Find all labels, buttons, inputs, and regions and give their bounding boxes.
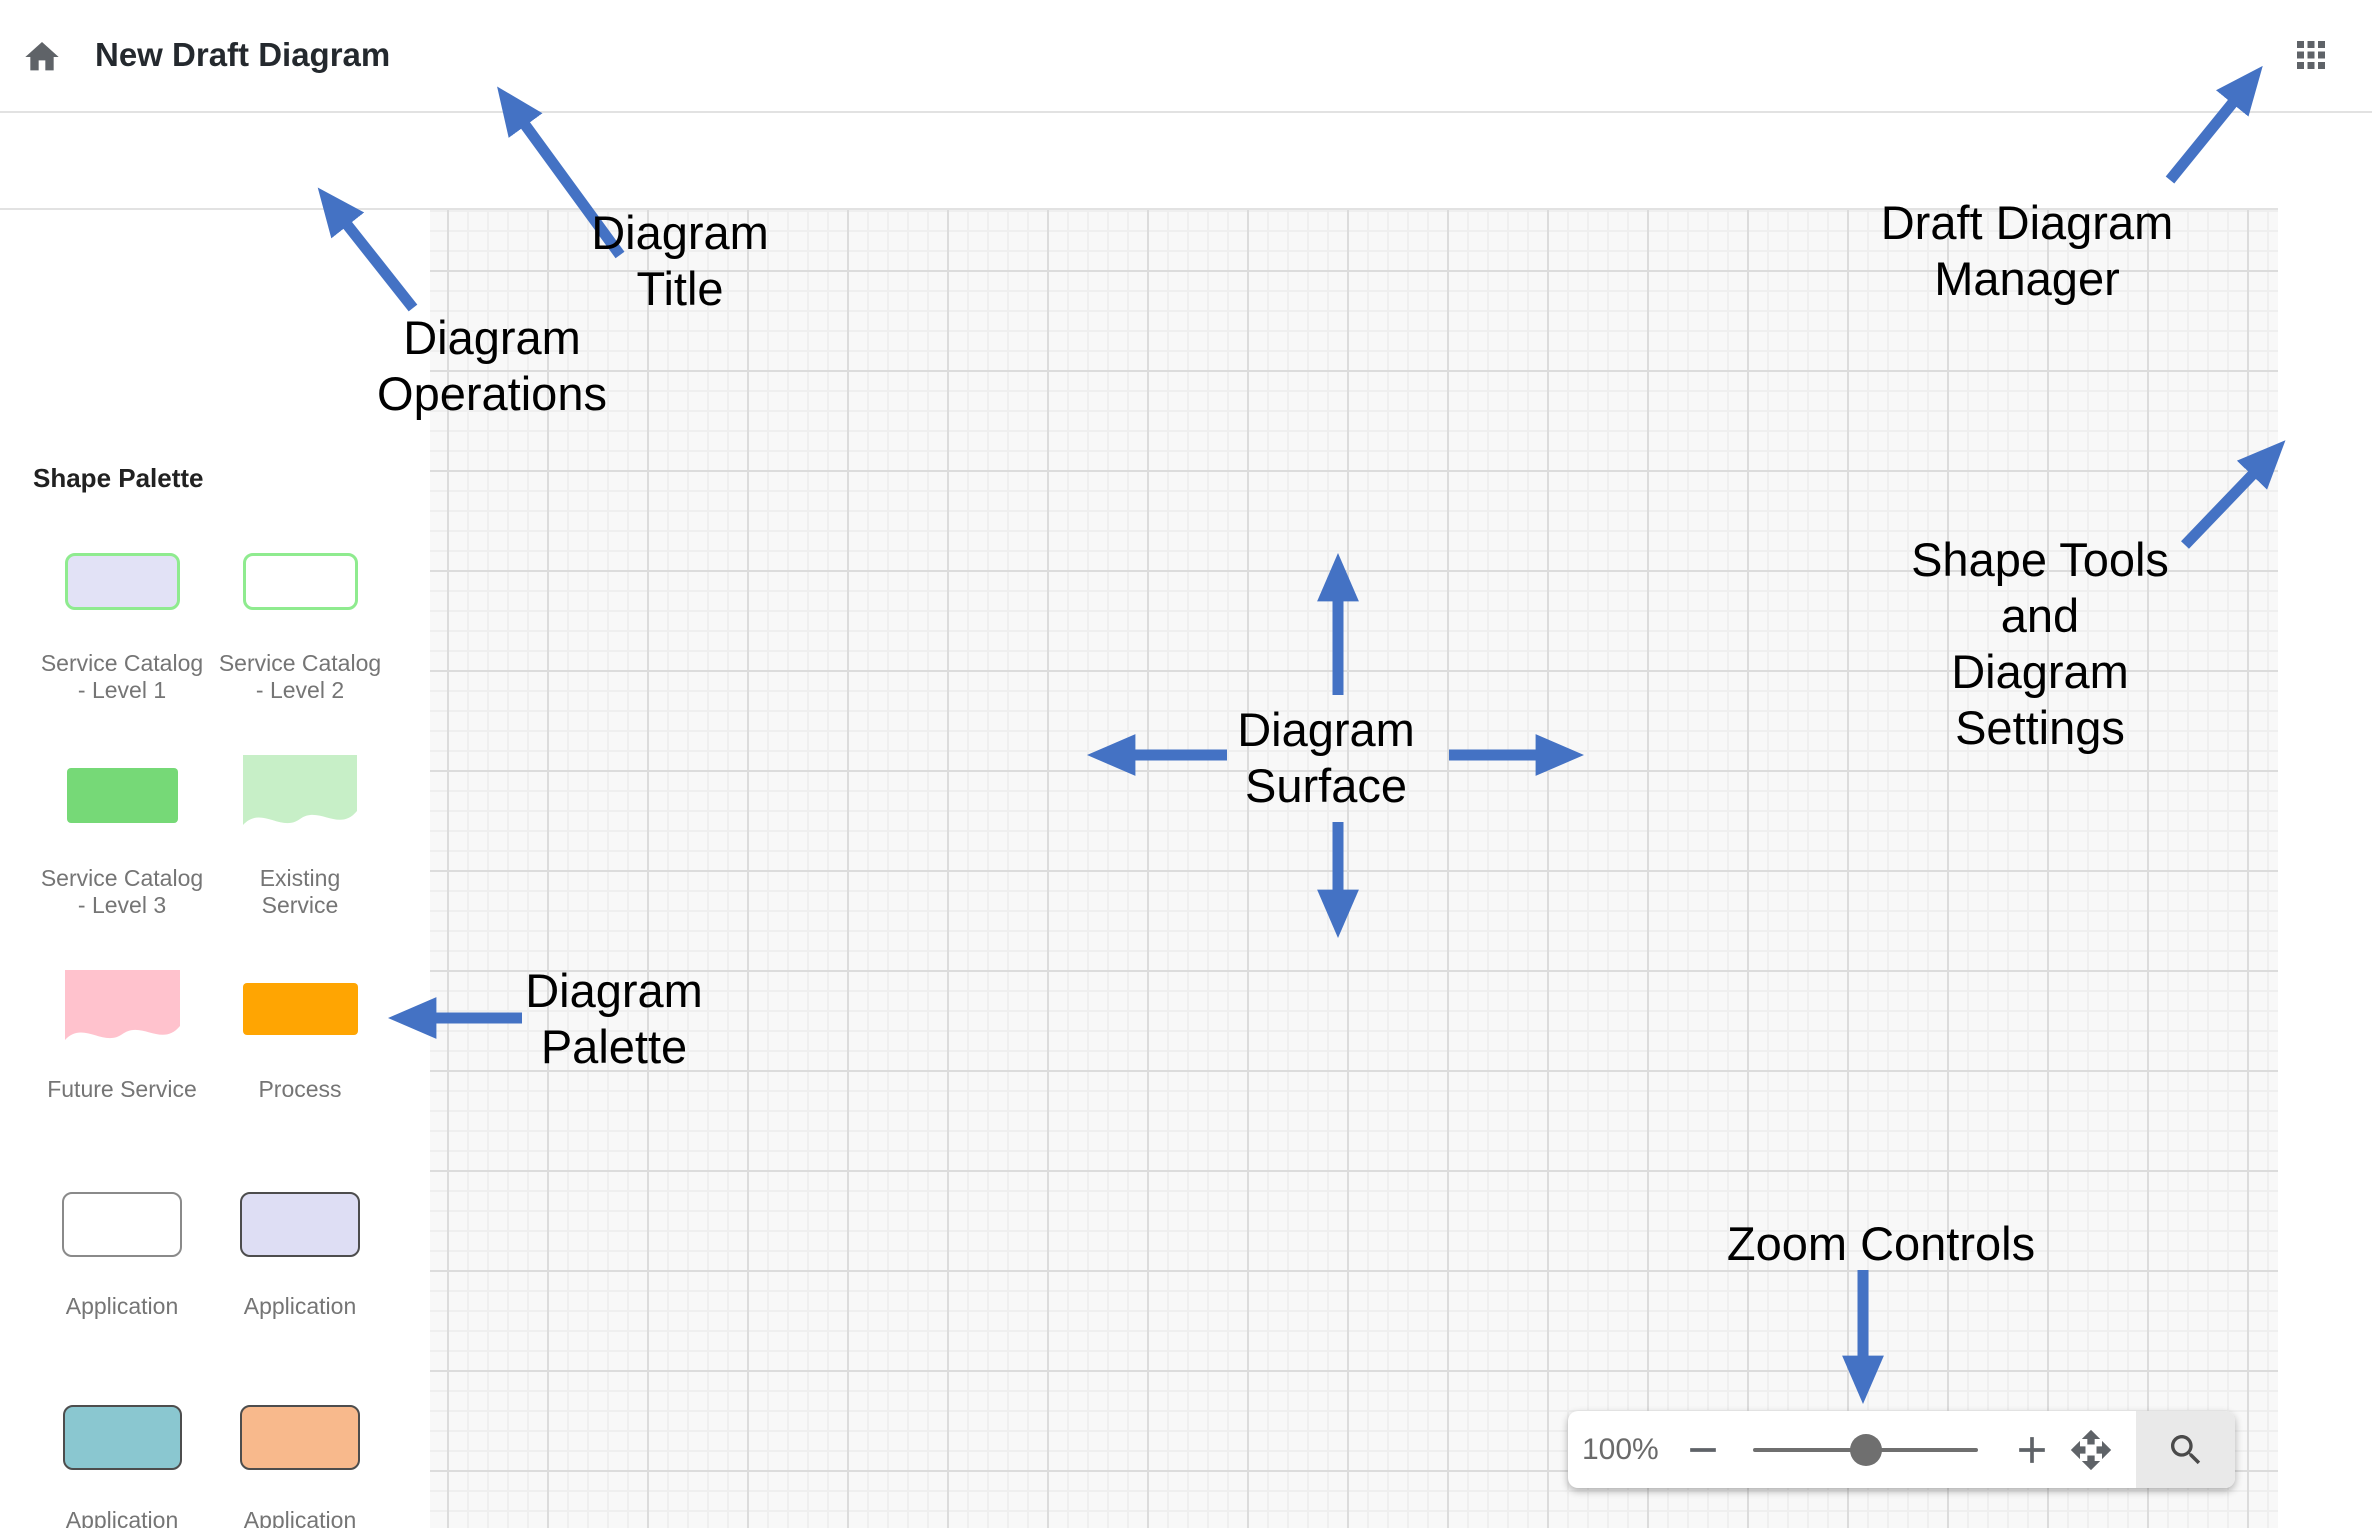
- application-shape: [240, 1192, 360, 1257]
- palette-item-application-lavender[interactable]: Application: [210, 1192, 390, 1320]
- palette-item-application-teal[interactable]: Application: [32, 1405, 212, 1528]
- service-catalog-1-shape: [64, 553, 180, 610]
- palette-item-service-catalog-3[interactable]: Service Catalog - Level 3: [32, 768, 212, 919]
- application-shape: [240, 1405, 360, 1470]
- application-shape: [62, 1405, 182, 1470]
- palette-item-label: Application: [243, 1293, 357, 1319]
- process-shape: [242, 983, 358, 1035]
- draft-diagram-manager-button[interactable]: [2290, 34, 2332, 76]
- palette-item-service-catalog-1[interactable]: Service Catalog - Level 1: [32, 553, 212, 704]
- apps-grid-icon: [2297, 41, 2325, 69]
- diagram-title-text[interactable]: New Draft Diagram: [95, 36, 391, 73]
- zoom-search-button[interactable]: [2136, 1411, 2235, 1488]
- diagram-palette: Shape Palette Service Catalog - Level 1 …: [0, 210, 430, 1528]
- palette-item-label: Process: [258, 1076, 342, 1102]
- header-bar: New Draft Diagram: [0, 0, 2372, 113]
- magnifier-icon: [2171, 1435, 2201, 1465]
- palette-item-label: Existing Service: [259, 865, 341, 918]
- palette-item-application-peach[interactable]: Application: [210, 1405, 390, 1528]
- palette-item-service-catalog-2[interactable]: Service Catalog - Level 2: [210, 553, 390, 704]
- palette-item-existing-service[interactable]: Existing Service: [210, 755, 390, 919]
- shape-tools-panel: [2278, 210, 2372, 1528]
- pan-button[interactable]: [2069, 1428, 2113, 1477]
- service-catalog-3-shape: [66, 768, 178, 823]
- service-catalog-2-shape: [242, 553, 358, 610]
- diagram-operations-toolbar: [0, 115, 2372, 306]
- diagram-surface[interactable]: [430, 210, 2278, 1528]
- home-icon: [25, 42, 59, 71]
- palette-item-label: Service Catalog - Level 3: [40, 865, 204, 918]
- move-icon: [2070, 1429, 2112, 1471]
- palette-item-future-service[interactable]: Future Service: [32, 970, 212, 1103]
- home-button[interactable]: [22, 37, 62, 77]
- palette-item-process[interactable]: Process: [210, 983, 390, 1103]
- minus-icon: [1690, 1448, 1716, 1452]
- palette-item-label: Future Service: [47, 1076, 197, 1102]
- palette-item-label: Service Catalog - Level 1: [40, 650, 204, 703]
- application-shape: [62, 1192, 182, 1257]
- future-service-shape: [64, 970, 180, 1040]
- zoom-controls-bar: 100%: [1568, 1411, 2235, 1488]
- zoom-in-button[interactable]: [2010, 1428, 2054, 1477]
- existing-service-shape: [243, 755, 357, 825]
- palette-item-label: Application: [243, 1507, 357, 1528]
- zoom-out-button[interactable]: [1681, 1428, 1725, 1477]
- plus-icon: [2019, 1437, 2045, 1463]
- palette-item-label: Application: [65, 1293, 179, 1319]
- palette-item-label: Service Catalog - Level 2: [218, 650, 382, 703]
- palette-item-label: Application: [65, 1507, 179, 1528]
- zoom-level-label: 100%: [1582, 1433, 1659, 1466]
- toolbar-divider-line: [0, 208, 2278, 210]
- zoom-slider-thumb[interactable]: [1850, 1434, 1882, 1466]
- shape-palette-title: Shape Palette: [33, 463, 204, 493]
- palette-item-application-white[interactable]: Application: [32, 1192, 212, 1320]
